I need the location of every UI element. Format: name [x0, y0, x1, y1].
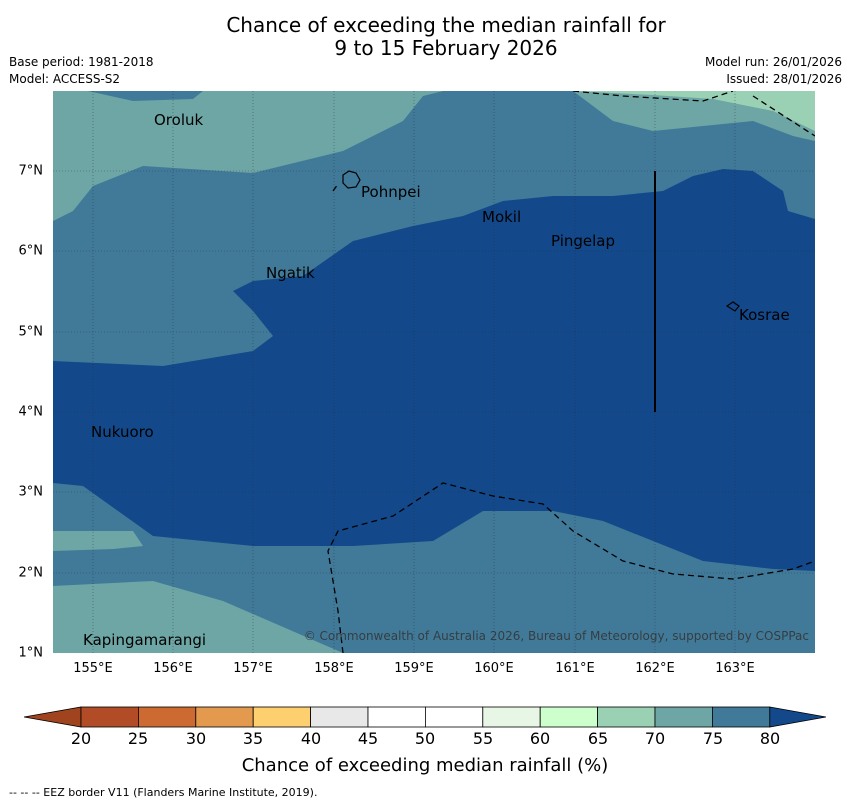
band-75-80-patch — [101, 293, 173, 326]
colorbar-tick: 25 — [127, 729, 149, 748]
colorbar-cell — [195, 706, 254, 728]
colorbar-tick: 35 — [242, 729, 264, 748]
colorbar-cell — [539, 706, 599, 728]
lon-label: 156°E — [153, 661, 193, 676]
colorbar-tick: 40 — [300, 729, 322, 748]
colorbar-extension-low — [24, 706, 82, 728]
colorbar-tick: 65 — [587, 729, 609, 748]
base-period: Base period: 1981-2018 — [9, 55, 154, 69]
lat-label: 6°N — [18, 243, 44, 259]
colorbar-label: Chance of exceeding median rainfall (%) — [241, 755, 609, 776]
lat-label: 1°N — [18, 645, 44, 661]
map-canvas — [53, 91, 815, 653]
colorbar-cell — [367, 706, 426, 728]
lat-label: 4°N — [18, 404, 44, 420]
eez-footnote: -- -- -- EEZ border V11 (Flanders Marine… — [9, 786, 318, 799]
colorbar-tick: 30 — [185, 729, 207, 748]
title-line-2: 9 to 15 February 2026 — [334, 36, 558, 60]
copyright-note: © Commonwealth of Australia 2026, Bureau… — [303, 629, 809, 643]
lat-label: 2°N — [18, 565, 44, 581]
colorbar-cell — [482, 706, 541, 728]
place-ngatik: Ngatik — [266, 264, 315, 282]
title-line-1: Chance of exceeding the median rainfall … — [226, 13, 666, 37]
place-oroluk: Oroluk — [154, 111, 204, 129]
place-nukuoro: Nukuoro — [91, 423, 154, 441]
colorbar-cell — [310, 706, 369, 728]
model-run: Model run: 26/01/2026 — [704, 55, 842, 69]
colorbar-tick: 50 — [414, 729, 436, 748]
issued-date: Issued: 28/01/2026 — [726, 72, 842, 86]
colorbar-tick: 75 — [702, 729, 724, 748]
lon-label: 157°E — [233, 661, 273, 676]
colorbar-cell — [252, 706, 311, 728]
chart-title: Chance of exceeding the median rainfall … — [0, 14, 850, 60]
lon-label: 161°E — [555, 661, 595, 676]
place-pingelap: Pingelap — [551, 232, 616, 250]
eez-border — [327, 91, 815, 653]
colorbar-tick: 70 — [644, 729, 666, 748]
colorbar-tick: 55 — [472, 729, 494, 748]
colorbar-cell — [138, 706, 197, 728]
colorbar-cell — [712, 706, 771, 728]
colorbar-tick: 80 — [759, 729, 781, 748]
model-name: Model: ACCESS-S2 — [9, 72, 121, 86]
lat-label: 7°N — [18, 163, 44, 179]
graticule — [53, 91, 815, 653]
colorbar-tick: 20 — [70, 729, 92, 748]
meta-right: Model run: 26/01/2026 Issued: 28/01/2026 — [705, 54, 842, 88]
colorbar-cell — [80, 706, 139, 728]
colorbar-tick: 60 — [529, 729, 551, 748]
lon-label: 160°E — [474, 661, 514, 676]
colorbar-cell — [654, 706, 713, 728]
meta-left: Base period: 1981-2018 Model: ACCESS-S2 — [9, 54, 154, 88]
lon-label: 155°E — [73, 661, 113, 676]
band-70-75-patch — [53, 531, 143, 551]
lon-label: 163°E — [715, 661, 755, 676]
colorbar — [24, 706, 826, 728]
lon-label: 159°E — [394, 661, 434, 676]
place-kosrae: Kosrae — [739, 306, 790, 324]
colorbar-cell — [597, 706, 656, 728]
place-kapingamarangi: Kapingamarangi — [83, 631, 207, 649]
band-above-80 — [53, 169, 815, 571]
lat-label: 3°N — [18, 484, 44, 500]
band-65-70 — [573, 91, 815, 131]
colorbar-cell — [424, 706, 484, 728]
pohnpei-island-shape — [342, 170, 361, 189]
colorbar-extension-high — [769, 706, 826, 728]
lon-label: 158°E — [314, 661, 354, 676]
kosrae-island-shape — [725, 301, 740, 312]
place-mokil: Mokil — [482, 208, 522, 226]
lon-label: 162°E — [635, 661, 675, 676]
band-75-80-topleft — [88, 91, 203, 101]
colorbar-tick: 45 — [357, 729, 379, 748]
place-pohnpei: Pohnpei — [361, 183, 421, 201]
rainfall-map[interactable]: Oroluk Pohnpei Mokil Pingelap Ngatik Kos… — [53, 91, 815, 653]
lat-label: 5°N — [18, 324, 44, 340]
